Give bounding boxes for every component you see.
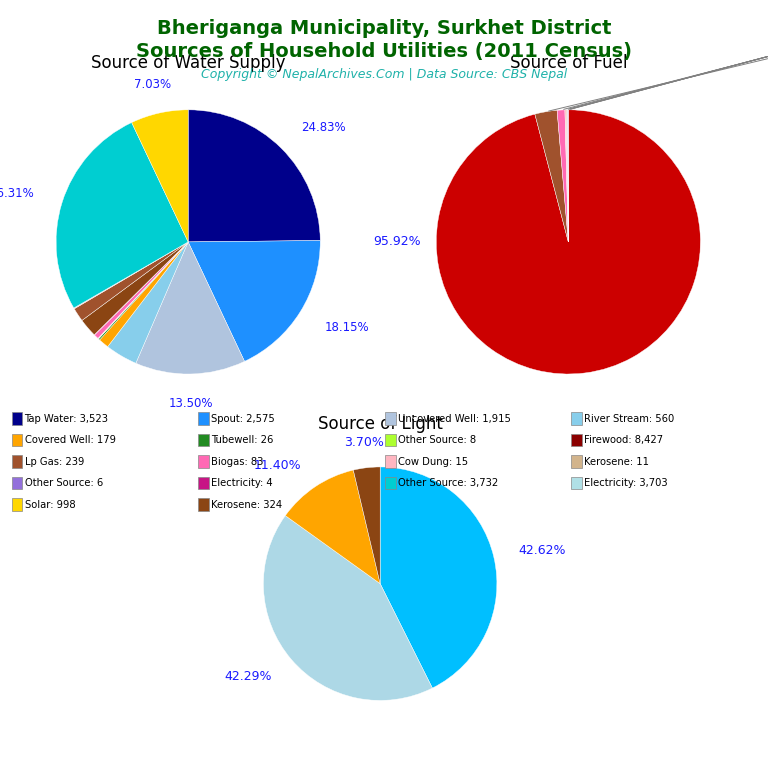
Text: Other Source: 3,732: Other Source: 3,732	[398, 478, 498, 488]
Text: 18.15%: 18.15%	[325, 321, 369, 334]
Text: 3.70%: 3.70%	[344, 435, 383, 449]
Wedge shape	[263, 515, 432, 700]
Text: Electricity: 3,703: Electricity: 3,703	[584, 478, 668, 488]
Text: Bheriganga Municipality, Surkhet District: Bheriganga Municipality, Surkhet Distric…	[157, 19, 611, 38]
Title: Source of Water Supply: Source of Water Supply	[91, 55, 286, 72]
Text: 13.50%: 13.50%	[169, 396, 214, 409]
Text: Kerosene: 324: Kerosene: 324	[211, 499, 283, 510]
Text: Uncovered Well: 1,915: Uncovered Well: 1,915	[398, 413, 511, 424]
Wedge shape	[566, 110, 568, 242]
Wedge shape	[82, 242, 188, 335]
Text: Other Source: 6: Other Source: 6	[25, 478, 103, 488]
Text: River Stream: 560: River Stream: 560	[584, 413, 675, 424]
Wedge shape	[98, 242, 188, 340]
Text: 24.83%: 24.83%	[302, 121, 346, 134]
Wedge shape	[98, 242, 188, 339]
Text: 42.29%: 42.29%	[224, 670, 272, 683]
Text: 11.40%: 11.40%	[253, 458, 301, 472]
Wedge shape	[56, 123, 188, 308]
Wedge shape	[188, 110, 320, 242]
Wedge shape	[436, 110, 700, 374]
Title: Source of Fuel: Source of Fuel	[510, 55, 627, 72]
Wedge shape	[557, 110, 568, 242]
Text: 0.05%: 0.05%	[571, 45, 768, 109]
Wedge shape	[535, 111, 568, 242]
Wedge shape	[74, 242, 188, 320]
Wedge shape	[100, 242, 188, 346]
Text: Spout: 2,575: Spout: 2,575	[211, 413, 275, 424]
Wedge shape	[108, 242, 188, 363]
Wedge shape	[131, 110, 188, 242]
Text: Lp Gas: 239: Lp Gas: 239	[25, 456, 84, 467]
Wedge shape	[286, 470, 380, 584]
Wedge shape	[98, 242, 188, 339]
Text: Electricity: 4: Electricity: 4	[211, 478, 273, 488]
Text: 2.72%: 2.72%	[548, 48, 768, 111]
Text: 0.07%: 0.07%	[571, 45, 768, 109]
Wedge shape	[188, 240, 320, 362]
Wedge shape	[94, 242, 188, 335]
Text: Solar: 998: Solar: 998	[25, 499, 75, 510]
Text: Firewood: 8,427: Firewood: 8,427	[584, 435, 664, 445]
Text: Copyright © NepalArchives.Com | Data Source: CBS Nepal: Copyright © NepalArchives.Com | Data Sou…	[201, 68, 567, 81]
Text: 0.94%: 0.94%	[564, 45, 768, 109]
Text: 0.13%: 0.13%	[570, 45, 768, 109]
Text: 95.92%: 95.92%	[372, 236, 420, 248]
Text: Sources of Household Utilities (2011 Census): Sources of Household Utilities (2011 Cen…	[136, 42, 632, 61]
Wedge shape	[565, 110, 568, 242]
Text: 26.31%: 26.31%	[0, 187, 35, 200]
Text: 7.03%: 7.03%	[134, 78, 171, 91]
Text: Kerosene: 11: Kerosene: 11	[584, 456, 650, 467]
Text: Covered Well: 179: Covered Well: 179	[25, 435, 115, 445]
Text: Biogas: 83: Biogas: 83	[211, 456, 263, 467]
Text: Other Source: 8: Other Source: 8	[398, 435, 476, 445]
Title: Source of Light: Source of Light	[318, 415, 442, 433]
Text: Cow Dung: 15: Cow Dung: 15	[398, 456, 468, 467]
Text: Tubewell: 26: Tubewell: 26	[211, 435, 273, 445]
Wedge shape	[136, 242, 244, 374]
Text: Tap Water: 3,523: Tap Water: 3,523	[25, 413, 108, 424]
Wedge shape	[74, 242, 188, 309]
Text: 0.17%: 0.17%	[568, 45, 768, 109]
Wedge shape	[380, 467, 497, 688]
Wedge shape	[353, 467, 380, 584]
Text: 42.62%: 42.62%	[518, 545, 566, 558]
Wedge shape	[94, 242, 188, 339]
